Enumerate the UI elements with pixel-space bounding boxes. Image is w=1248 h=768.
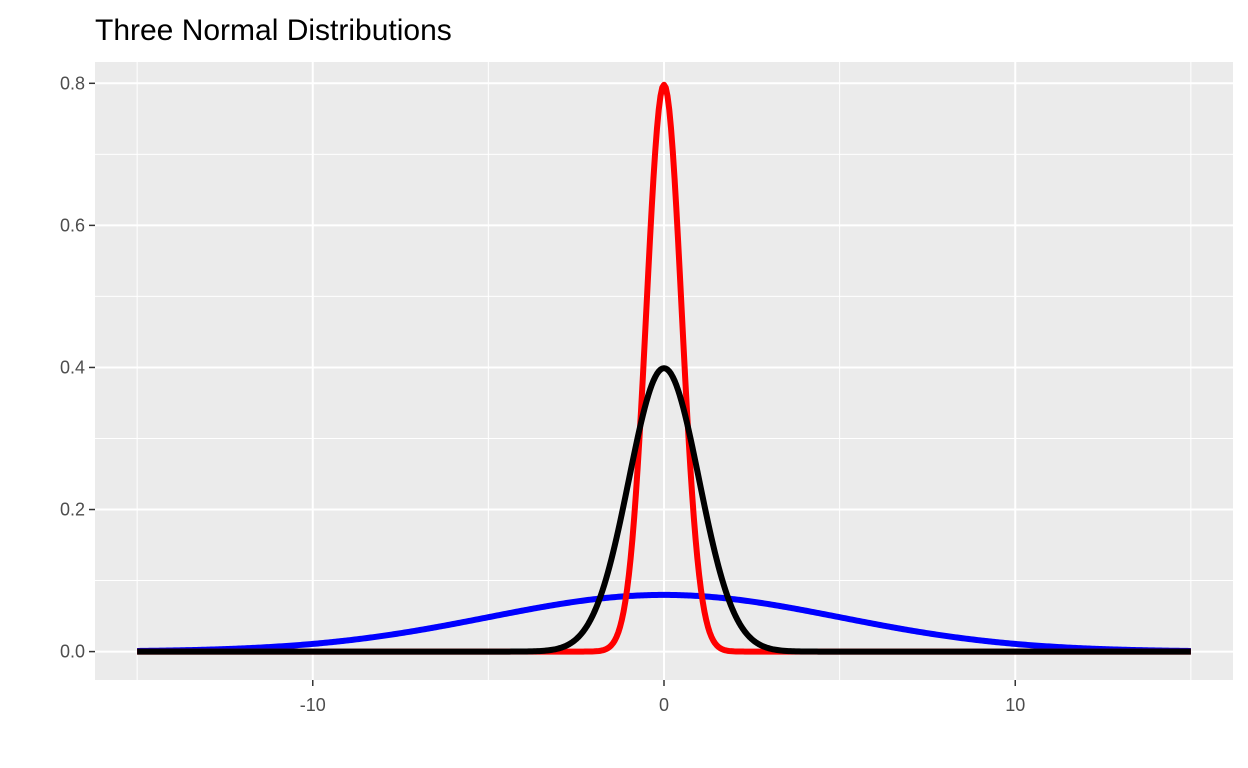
x-tick-label: -10 bbox=[300, 695, 326, 715]
series-line bbox=[135, 365, 1193, 655]
y-tick-label: 0.2 bbox=[60, 500, 85, 520]
y-tick-label: 0.8 bbox=[60, 73, 85, 93]
y-tick-label: 0.0 bbox=[60, 642, 85, 662]
chart-title: Three Normal Distributions bbox=[95, 14, 452, 47]
x-tick-label: 10 bbox=[1005, 695, 1025, 715]
axis-ticks bbox=[89, 82, 1016, 686]
series-layer bbox=[135, 81, 1193, 655]
y-tick-label: 0.4 bbox=[60, 357, 85, 377]
x-tick-label: 0 bbox=[659, 695, 669, 715]
series-line bbox=[135, 591, 1193, 654]
y-tick-label: 0.6 bbox=[60, 215, 85, 235]
tick-labels: -10 0 10 0.0 0.2 0.4 0.6 0.8 bbox=[60, 73, 1025, 715]
